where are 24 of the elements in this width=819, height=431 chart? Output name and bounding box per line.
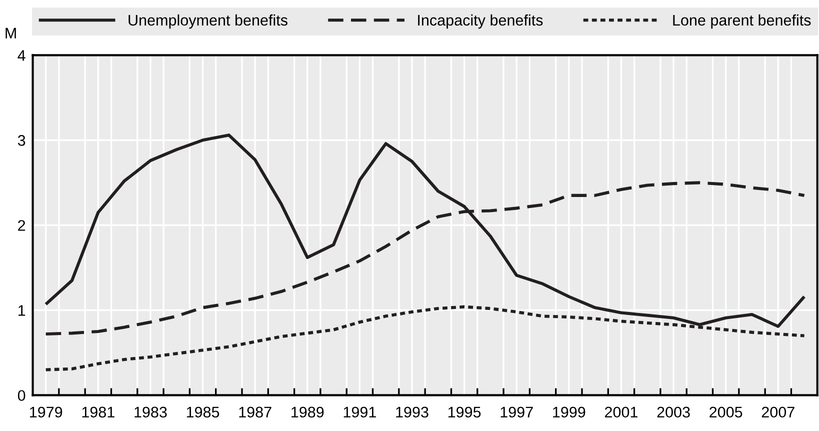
x-tick-label: 1985 xyxy=(186,406,220,418)
x-tick-label: 1989 xyxy=(292,406,324,418)
y-tick-label: 2 xyxy=(18,220,26,231)
x-tick-label: 1997 xyxy=(500,406,533,418)
x-tick-label: 1995 xyxy=(448,406,481,418)
x-tick-label: 1981 xyxy=(82,406,114,418)
y-tick-label: 3 xyxy=(18,135,26,146)
x-tick-label: 2001 xyxy=(604,406,638,418)
x-tick-label: 1993 xyxy=(396,406,428,418)
x-tick-label: 2005 xyxy=(710,406,742,418)
x-tick-label: 1991 xyxy=(344,406,376,418)
x-tick-label: 2007 xyxy=(762,406,794,418)
legend-label: Lone parent benefits xyxy=(673,14,811,29)
x-tick-label: 2003 xyxy=(657,406,690,418)
y-tick-label: 1 xyxy=(18,305,26,316)
x-tick-label: 1983 xyxy=(134,406,167,418)
y-tick-label: 4 xyxy=(18,50,26,61)
y-axis-title: M xyxy=(6,28,16,38)
x-tick-label: 1999 xyxy=(553,406,586,418)
legend-label: Unemployment benefits xyxy=(128,14,288,29)
x-tick-label: 1987 xyxy=(239,406,272,418)
legend-label: Incapacity benefits xyxy=(418,14,543,29)
y-tick-label: 0 xyxy=(18,390,26,401)
x-tick-label: 1979 xyxy=(30,406,62,418)
